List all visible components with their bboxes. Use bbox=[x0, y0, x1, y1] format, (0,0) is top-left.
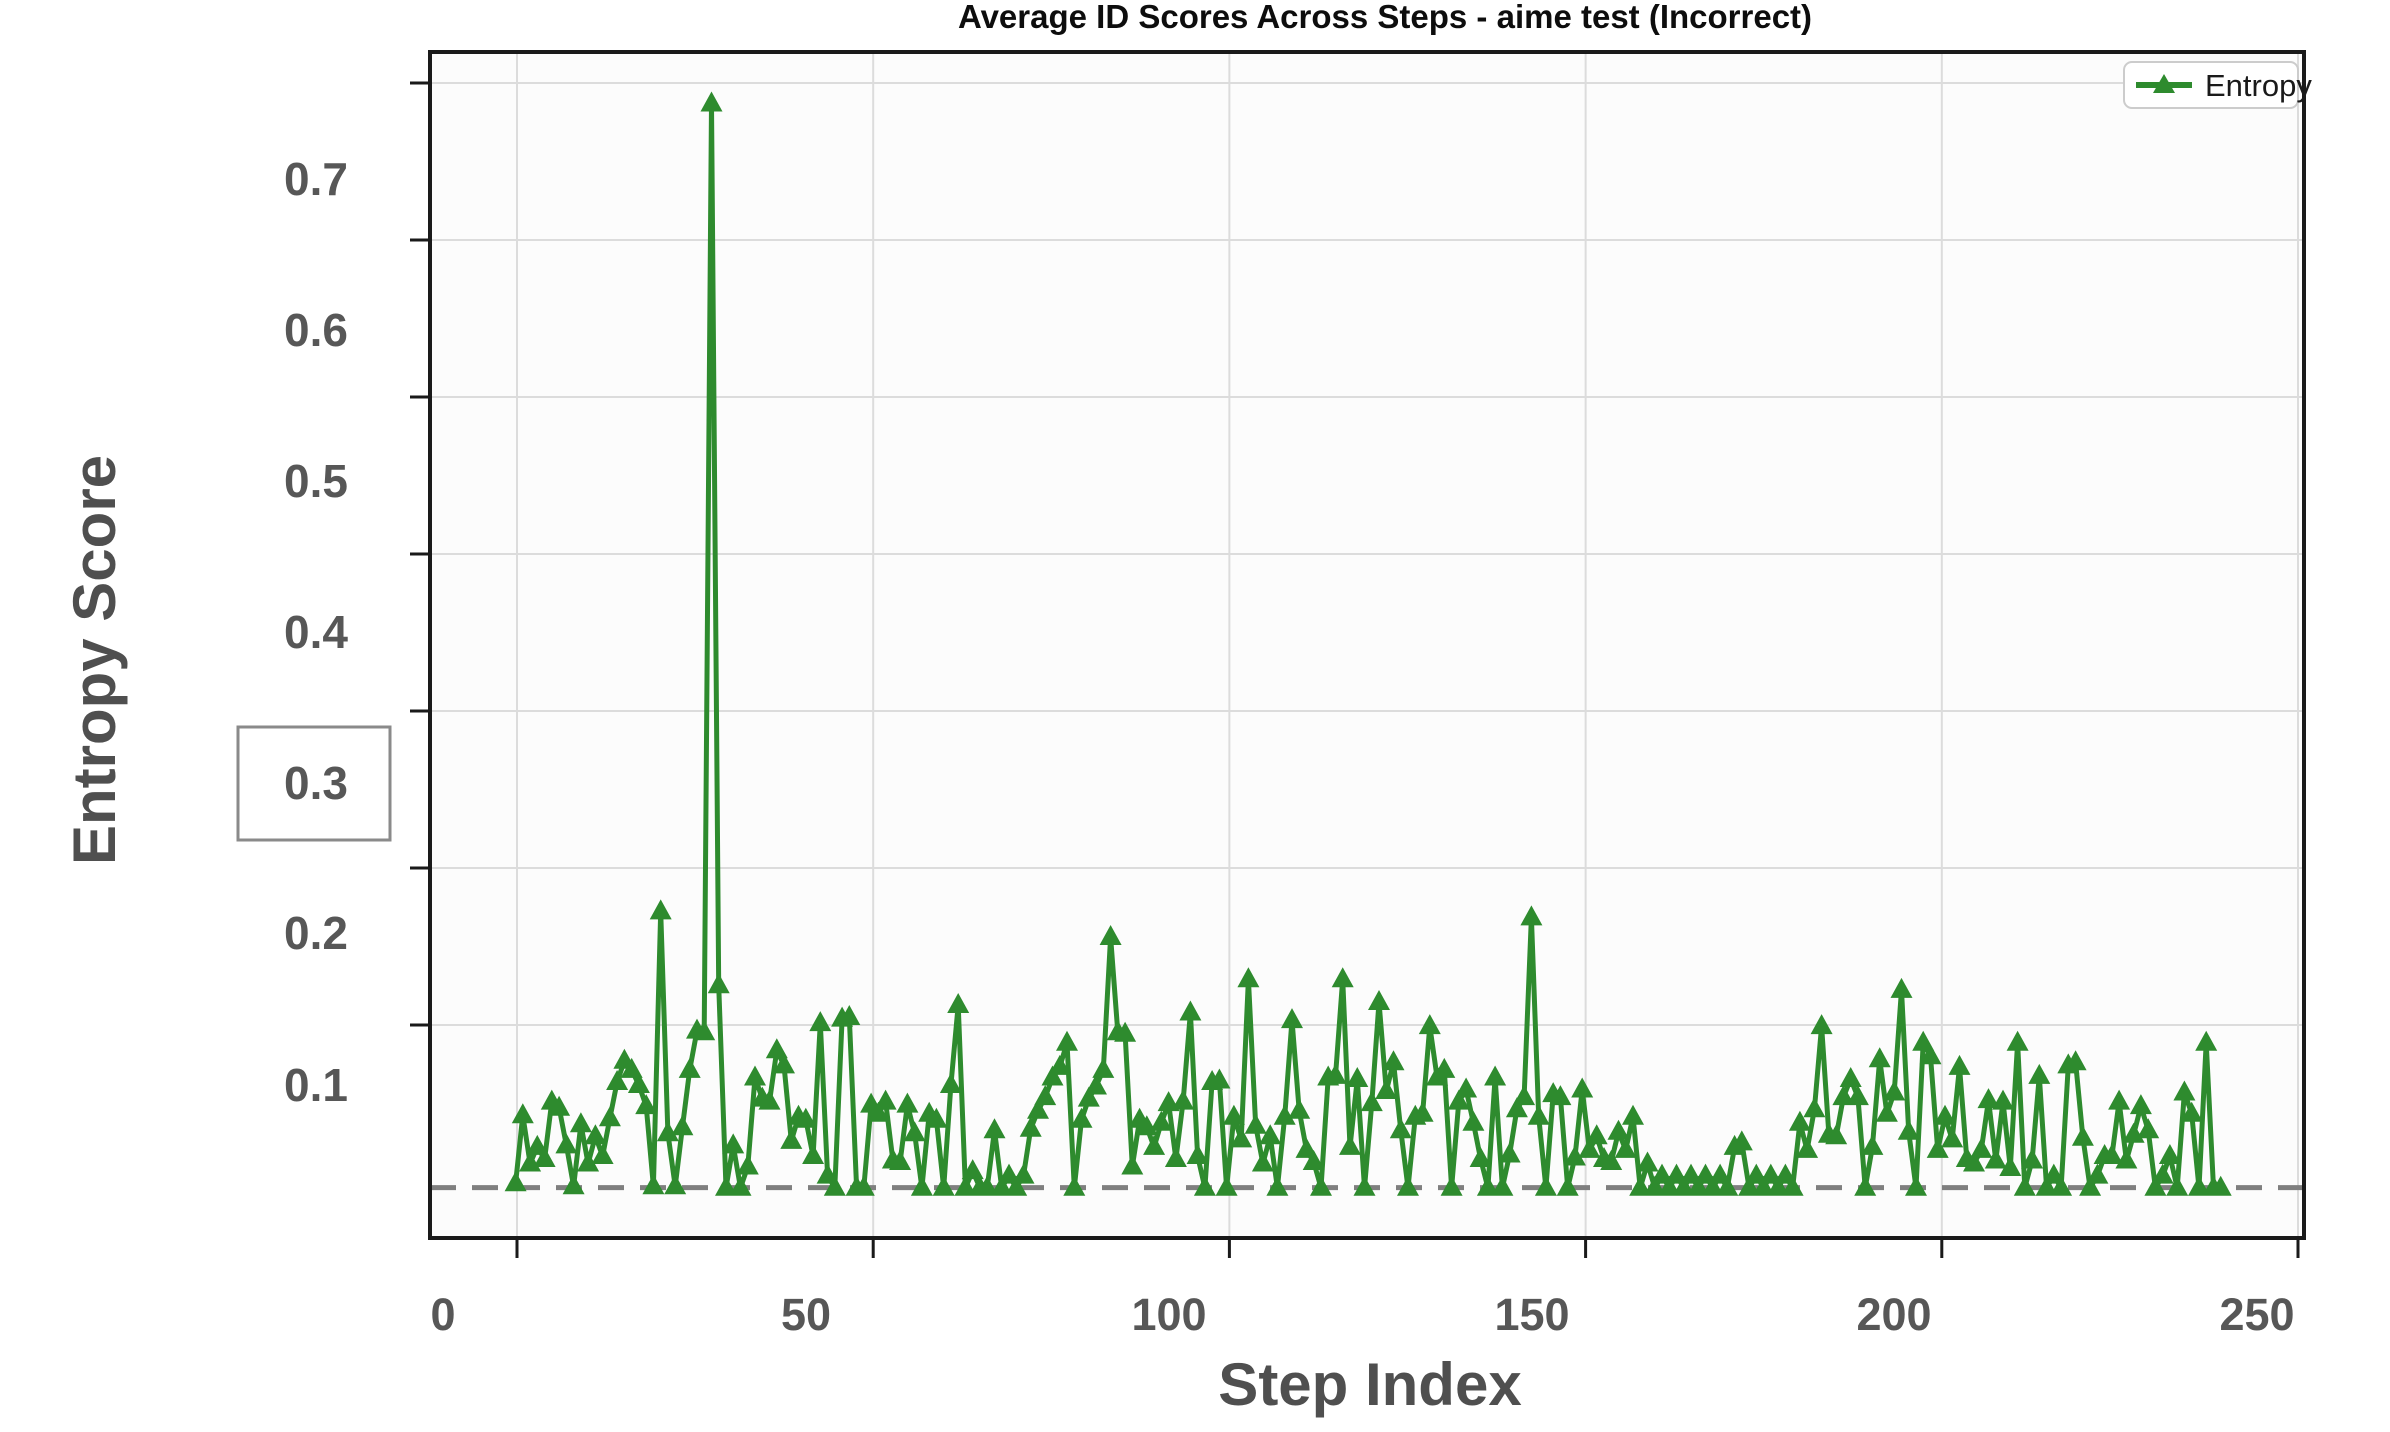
y-tick-0-2: 0.2 bbox=[284, 907, 348, 959]
plot-area bbox=[430, 52, 2304, 1238]
y-tick-0-7: 0.7 bbox=[284, 153, 348, 205]
highlight-box-around-0-3-tick bbox=[236, 725, 392, 842]
x-tick-200: 200 bbox=[1856, 1289, 1931, 1340]
legend: Entropy bbox=[2123, 61, 2312, 109]
x-axis-label: Step Index bbox=[1218, 1351, 1521, 1418]
y-tick-0-1: 0.1 bbox=[284, 1059, 348, 1111]
legend-triangle-marker-icon bbox=[2153, 74, 2175, 93]
entropy-series-line bbox=[504, 91, 2232, 1196]
y-tick-0-4: 0.4 bbox=[284, 606, 348, 658]
x-tick-labels: 0 50 100 150 200 250 bbox=[430, 1289, 2294, 1340]
gridlines bbox=[430, 52, 2304, 1238]
x-tick-100: 100 bbox=[1131, 1289, 1206, 1340]
x-tick-50: 50 bbox=[781, 1289, 831, 1340]
legend-box bbox=[2123, 61, 2299, 109]
x-tick-150: 150 bbox=[1494, 1289, 1569, 1340]
y-tick-0-5: 0.5 bbox=[284, 455, 348, 507]
legend-label: Entropy bbox=[2205, 68, 2312, 103]
plot-frame bbox=[428, 50, 2306, 1240]
chart-title: Average ID Scores Across Steps - aime te… bbox=[958, 0, 1812, 35]
y-tick-0-6: 0.6 bbox=[284, 304, 348, 356]
y-tick-labels: 0.7 0.6 0.5 0.4 0.3 0.2 0.1 bbox=[236, 153, 392, 1111]
y-axis-label: Entropy Score bbox=[61, 455, 128, 865]
x-tick-250: 250 bbox=[2219, 1289, 2294, 1340]
tick-marks bbox=[410, 81, 2300, 1258]
y-tick-0-3: 0.3 bbox=[284, 757, 348, 809]
x-tick-0: 0 bbox=[430, 1289, 455, 1340]
